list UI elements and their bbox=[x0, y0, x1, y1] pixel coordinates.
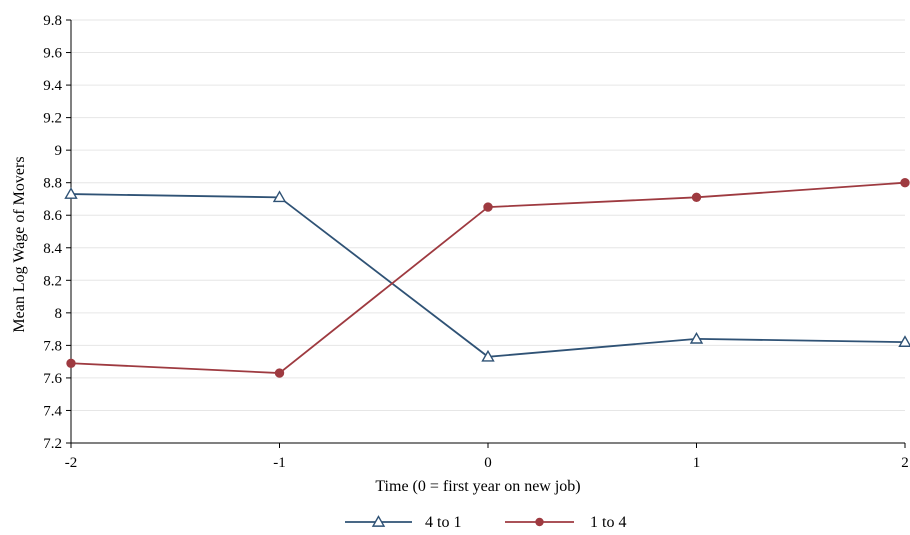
series-1-to-4 bbox=[66, 177, 910, 378]
legend-item: 1 to 4 bbox=[505, 514, 626, 531]
y-tick-label: 8.8 bbox=[43, 176, 62, 192]
y-tick-label: 7.6 bbox=[43, 371, 62, 387]
y-tick-label: 9.8 bbox=[43, 13, 62, 29]
series-layer bbox=[64, 177, 910, 378]
y-tick-label: 8 bbox=[55, 306, 63, 322]
data-point bbox=[691, 192, 702, 203]
x-tick-label: -2 bbox=[65, 455, 78, 471]
data-point bbox=[64, 187, 78, 199]
y-tick-label: 9.4 bbox=[43, 78, 62, 94]
legend: 4 to 1 1 to 4 bbox=[345, 514, 626, 531]
x-tick-label: -1 bbox=[273, 455, 286, 471]
x-tick-label: 0 bbox=[484, 455, 492, 471]
gridlines bbox=[71, 19, 905, 411]
y-tick-label: 8.6 bbox=[43, 208, 62, 224]
series-line bbox=[70, 193, 906, 358]
data-point bbox=[272, 190, 287, 203]
data-point bbox=[900, 177, 910, 188]
y-tick-label: 9 bbox=[55, 143, 63, 159]
legend-label: 1 to 4 bbox=[590, 514, 626, 531]
data-point bbox=[66, 358, 76, 368]
data-point bbox=[689, 331, 704, 344]
data-point bbox=[898, 335, 910, 347]
legend-marker bbox=[371, 515, 386, 527]
y-tick-label: 7.4 bbox=[43, 403, 62, 419]
y-tick-label: 9.2 bbox=[43, 111, 62, 127]
legend-label: 4 to 1 bbox=[425, 514, 461, 531]
y-axis-title: Mean Log Wage of Movers bbox=[11, 156, 28, 332]
y-tick-label: 7.2 bbox=[43, 436, 62, 452]
y-tick-label: 8.2 bbox=[43, 273, 62, 289]
y-tick-label: 8.4 bbox=[43, 241, 62, 257]
data-point bbox=[483, 202, 493, 212]
x-tick-label: 1 bbox=[693, 455, 701, 471]
data-point bbox=[274, 368, 285, 378]
axes bbox=[70, 20, 905, 444]
x-axis-ticks: -2 -1 0 1 2 bbox=[65, 443, 909, 471]
series-4-to-1 bbox=[64, 187, 910, 362]
y-tick-label: 7.8 bbox=[43, 338, 62, 354]
legend-marker bbox=[535, 517, 544, 527]
x-axis-title: Time (0 = first year on new job) bbox=[375, 478, 580, 495]
data-point bbox=[481, 349, 495, 362]
x-tick-label: 2 bbox=[901, 455, 909, 471]
y-tick-label: 9.6 bbox=[43, 46, 62, 62]
legend-item: 4 to 1 bbox=[345, 514, 461, 531]
y-axis-ticks: 7.2 7.4 7.6 7.8 8 8.2 8.4 8.6 8.8 9 9.2 9.4 9.6 9.8 bbox=[43, 13, 71, 452]
